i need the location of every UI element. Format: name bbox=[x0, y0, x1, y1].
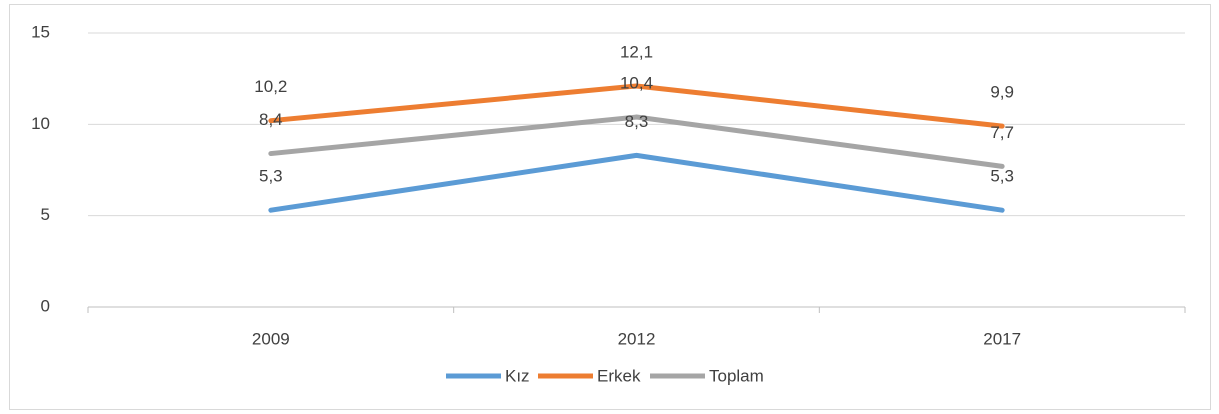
data-label: 8,4 bbox=[259, 110, 283, 129]
x-tick-label: 2009 bbox=[252, 329, 290, 348]
x-tick-label: 2012 bbox=[618, 329, 656, 348]
series-line bbox=[268, 114, 1005, 169]
y-tick-label: 10 bbox=[31, 114, 50, 133]
y-tick-label: 15 bbox=[31, 22, 50, 41]
data-label: 9,9 bbox=[990, 83, 1014, 102]
legend-label: Erkek bbox=[597, 366, 641, 385]
data-label: 10,4 bbox=[620, 74, 653, 93]
data-label: 5,3 bbox=[990, 167, 1014, 186]
data-label: 5,3 bbox=[259, 167, 283, 186]
data-label: 12,1 bbox=[620, 42, 653, 61]
legend-label: Toplam bbox=[709, 366, 764, 385]
data-label: 10,2 bbox=[254, 77, 287, 96]
x-tick-label: 2017 bbox=[983, 329, 1021, 348]
series-line bbox=[268, 152, 1005, 213]
series-line bbox=[268, 83, 1005, 129]
legend-label: Kız bbox=[505, 366, 530, 385]
y-tick-label: 5 bbox=[41, 205, 50, 224]
y-tick-label: 0 bbox=[41, 296, 50, 315]
data-label: 7,7 bbox=[990, 123, 1014, 142]
chart-border bbox=[9, 4, 1211, 410]
data-label: 8,3 bbox=[625, 112, 649, 131]
